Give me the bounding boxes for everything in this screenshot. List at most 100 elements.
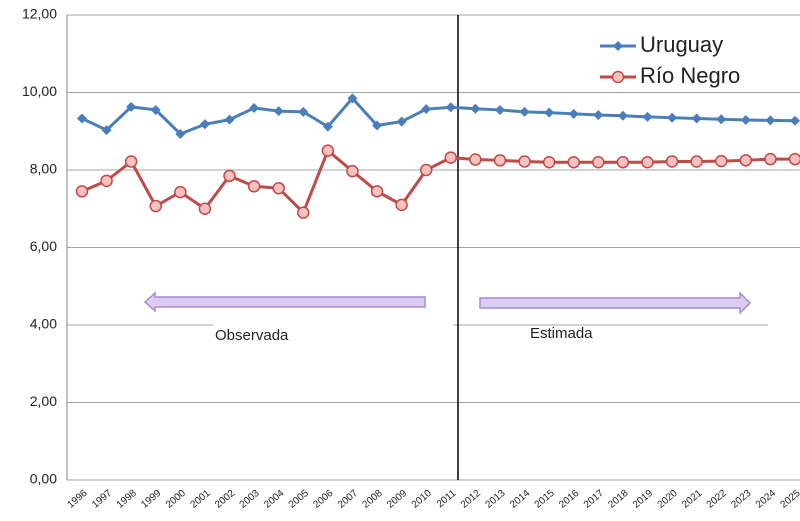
series-line [81,96,796,136]
y-tick-label: 8,00 [30,161,57,177]
legend-marker [611,70,625,84]
marker [617,110,628,121]
marker [714,154,728,168]
marker [641,156,654,169]
marker [716,114,727,125]
legend-label: Río Negro [640,63,740,88]
x-tick-label: 2000 [164,488,188,511]
marker [444,151,458,164]
x-tick-label: 2025 [779,488,800,511]
marker [175,128,186,139]
marker [395,198,408,212]
x-tick-label: 1996 [66,488,90,511]
marker [493,154,507,167]
x-tick-label: 2008 [361,488,385,511]
marker [739,154,753,167]
arrow-left [143,291,426,313]
marker [518,155,531,168]
marker [249,103,260,113]
marker [519,106,530,117]
marker [665,155,679,168]
x-tick-label: 2023 [729,488,753,511]
marker [77,113,87,124]
label-bg [768,318,800,332]
marker [740,115,751,126]
marker [149,199,163,213]
marker [322,121,333,132]
marker [419,163,433,177]
marker [346,164,359,178]
x-tick-label: 2009 [385,488,409,511]
x-tick-label: 2002 [213,488,237,511]
x-tick-label: 2020 [656,488,680,511]
x-tick-label: 2017 [582,488,606,511]
x-tick-label: 2011 [435,488,459,511]
x-tick-label: 2024 [754,488,778,511]
marker [642,111,653,122]
marker [567,156,580,169]
marker [198,202,212,215]
x-tick-label: 1998 [115,488,139,511]
marker [370,185,384,198]
y-tick-label: 6,00 [30,238,57,254]
marker [544,107,555,118]
marker [494,104,505,115]
marker [445,102,456,113]
marker [470,103,481,114]
marker [273,106,284,117]
x-tick-label: 2022 [705,488,729,511]
y-tick-label: 10,00 [22,83,57,99]
marker [75,185,89,198]
marker [764,152,777,166]
arrow-right [479,291,752,315]
marker [616,156,630,169]
y-tick-label: 0,00 [30,471,57,487]
marker [765,115,776,126]
legend-label: Uruguay [640,32,723,57]
x-tick-label: 2012 [459,488,483,511]
marker [199,119,210,130]
marker [247,180,261,193]
x-tick-label: 2007 [336,488,360,511]
x-tick-label: 1999 [139,488,163,511]
marker [790,115,800,126]
marker [101,125,112,136]
annotation: Observada [215,327,289,344]
x-tick-label: 2015 [533,488,557,511]
marker [347,93,358,104]
x-tick-label: 1997 [90,488,114,511]
x-tick-label: 2021 [680,488,704,511]
marker [469,153,482,166]
marker [272,181,285,195]
marker [593,109,604,120]
marker [421,104,432,115]
marker [372,120,383,131]
x-tick-label: 2005 [287,488,311,511]
marker [321,144,335,157]
marker [297,206,310,219]
x-tick-label: 2003 [238,488,262,511]
marker [396,116,407,127]
x-tick-label: 2018 [606,488,630,511]
marker [224,114,235,125]
x-tick-label: 2016 [557,488,581,511]
y-tick-label: 4,00 [30,316,57,332]
marker [788,152,800,166]
marker [690,155,703,168]
marker [592,156,605,169]
marker [667,112,678,123]
marker [298,106,309,117]
marker [568,108,579,119]
marker [174,185,187,199]
marker [691,113,702,124]
x-tick-label: 2013 [483,488,507,511]
x-tick-label: 2019 [631,488,655,511]
x-tick-label: 2006 [311,488,335,511]
label-bg [213,318,453,332]
x-tick-label: 2014 [508,488,532,511]
legend-marker [613,41,623,51]
marker [223,169,236,183]
marker [124,155,138,168]
marker [126,101,137,112]
